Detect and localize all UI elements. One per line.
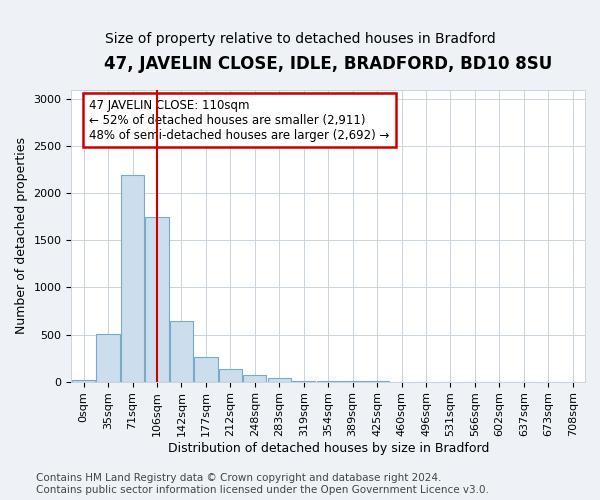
- Text: Contains HM Land Registry data © Crown copyright and database right 2024.
Contai: Contains HM Land Registry data © Crown c…: [36, 474, 489, 495]
- Bar: [97, 334, 120, 382]
- Bar: [219, 370, 242, 382]
- Bar: [292, 380, 316, 382]
- Title: 47, JAVELIN CLOSE, IDLE, BRADFORD, BD10 8SU: 47, JAVELIN CLOSE, IDLE, BRADFORD, BD10 …: [104, 55, 553, 73]
- Bar: [194, 357, 218, 382]
- Bar: [243, 376, 266, 382]
- Bar: [121, 174, 144, 382]
- Y-axis label: Number of detached properties: Number of detached properties: [15, 137, 28, 334]
- Bar: [170, 322, 193, 382]
- Bar: [268, 378, 291, 382]
- Bar: [72, 380, 95, 382]
- Text: 47 JAVELIN CLOSE: 110sqm
← 52% of detached houses are smaller (2,911)
48% of sem: 47 JAVELIN CLOSE: 110sqm ← 52% of detach…: [89, 98, 390, 142]
- Bar: [145, 217, 169, 382]
- X-axis label: Distribution of detached houses by size in Bradford: Distribution of detached houses by size …: [167, 442, 489, 455]
- Text: Size of property relative to detached houses in Bradford: Size of property relative to detached ho…: [104, 32, 496, 46]
